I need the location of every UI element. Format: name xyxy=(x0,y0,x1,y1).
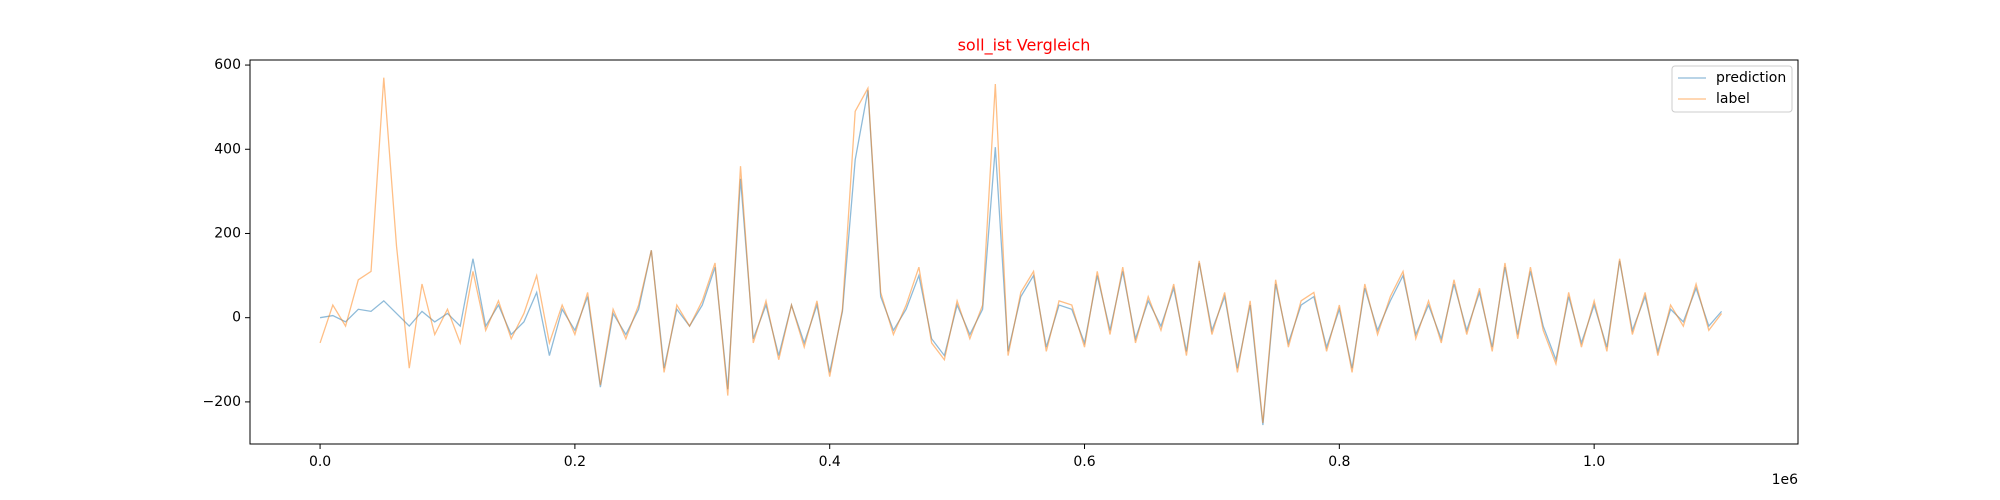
legend-label: label xyxy=(1716,91,1750,107)
data-line xyxy=(319,77,1723,424)
y-tick-label: −200 xyxy=(203,394,241,410)
legend: prediction label xyxy=(1671,65,1793,113)
x-tick-label: 0.4 xyxy=(819,454,841,470)
y-tick-label: 400 xyxy=(214,141,241,157)
x-offset-label: 1e6 xyxy=(1772,472,1799,488)
x-tick-label: 0.2 xyxy=(564,454,586,470)
x-tick-label: 1.0 xyxy=(1583,454,1605,470)
chart-title: soll_ist Vergleich xyxy=(958,36,1091,56)
axes-frame xyxy=(249,59,1799,445)
x-tick-label: 0.6 xyxy=(1073,454,1095,470)
y-tick-label: 200 xyxy=(214,225,241,241)
x-tick-label: 0.8 xyxy=(1328,454,1350,470)
y-tick-label: 0 xyxy=(232,310,241,326)
x-tick-label: 0.0 xyxy=(309,454,331,470)
y-tick-label: 600 xyxy=(214,57,241,73)
data-line xyxy=(319,90,1723,426)
legend-label: prediction xyxy=(1716,70,1786,86)
